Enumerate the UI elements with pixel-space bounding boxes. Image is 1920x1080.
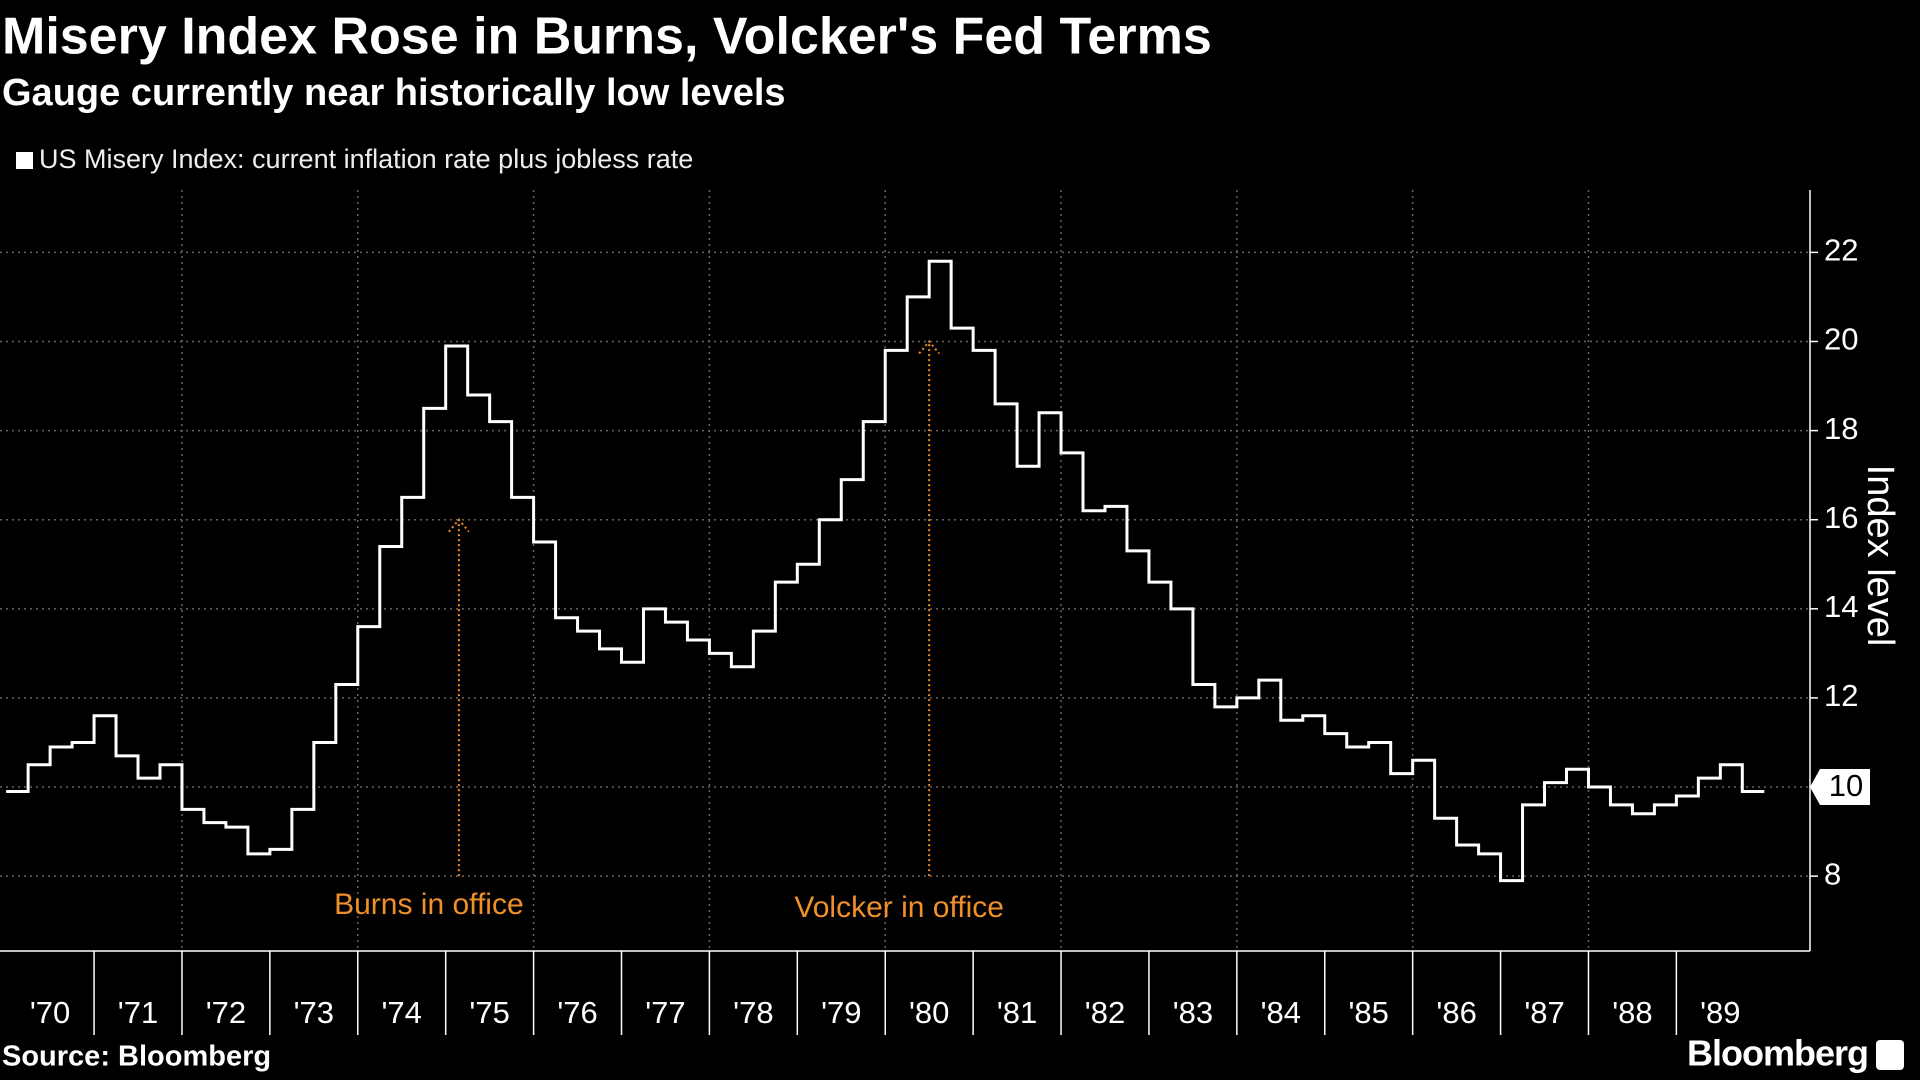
y-tick-label: 16: [1824, 500, 1858, 535]
x-tick-label: '70: [30, 995, 70, 1030]
x-tick-label: '81: [997, 995, 1037, 1030]
x-tick-label: '83: [1173, 995, 1213, 1030]
x-tick-label: '73: [294, 995, 334, 1030]
y-tick-label: 8: [1824, 856, 1841, 891]
x-tick-label: '71: [118, 995, 158, 1030]
x-tick-label: '84: [1261, 995, 1301, 1030]
y-tick-label: 22: [1824, 233, 1858, 268]
y-tick-label: 18: [1824, 411, 1858, 446]
current-value-label: 10: [1829, 768, 1863, 803]
x-tick-label: '82: [1085, 995, 1125, 1030]
chart-title: Misery Index Rose in Burns, Volcker's Fe…: [2, 8, 1212, 66]
x-tick-label: '72: [206, 995, 246, 1030]
x-tick-label: '85: [1349, 995, 1389, 1030]
legend-swatch: [16, 152, 33, 169]
annotation-label: Volcker in office: [794, 891, 1004, 924]
y-tick-label: 14: [1824, 589, 1858, 624]
x-tick-label: '86: [1436, 995, 1476, 1030]
brand: Bloomberg: [1687, 1033, 1868, 1074]
x-tick-label: '80: [909, 995, 949, 1030]
source: Source: Bloomberg: [2, 1041, 271, 1073]
x-tick-label: '75: [469, 995, 509, 1030]
chart-subtitle: Gauge currently near historically low le…: [2, 72, 786, 114]
x-tick-label: '88: [1612, 995, 1652, 1030]
data-line: [6, 259, 1765, 883]
x-tick-label: '74: [382, 995, 422, 1030]
y-axis-label: Index level: [1859, 465, 1901, 647]
annotation-label: Burns in office: [334, 888, 524, 921]
brand-icon: [1876, 1040, 1904, 1070]
x-tick-label: '78: [733, 995, 773, 1030]
annotation-arrowhead: [448, 518, 470, 533]
current-value-box: [1810, 769, 1870, 806]
x-tick-label: '79: [821, 995, 861, 1030]
annotation-arrowhead: [918, 339, 940, 355]
x-tick-label: '76: [557, 995, 597, 1030]
y-tick-label: 20: [1824, 322, 1858, 357]
x-tick-label: '89: [1700, 995, 1740, 1030]
x-tick-label: '77: [645, 995, 685, 1030]
y-tick-label: 12: [1824, 678, 1858, 713]
x-tick-label: '87: [1524, 995, 1564, 1030]
legend-label: US Misery Index: current inflation rate …: [39, 144, 693, 174]
